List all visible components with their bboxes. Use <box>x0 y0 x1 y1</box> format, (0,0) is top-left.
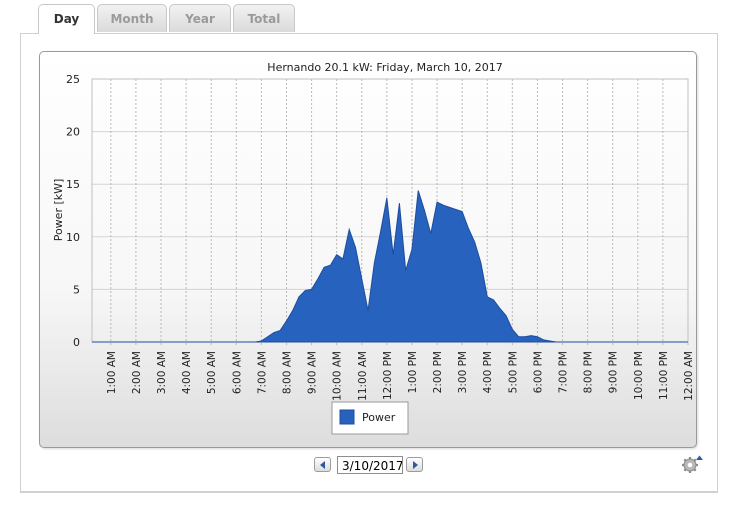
power-chart: Hernando 20.1 kW: Friday, March 10, 2017… <box>52 61 695 435</box>
x-tick-label: 9:00 PM <box>608 351 620 393</box>
x-tick-label: 8:00 AM <box>281 351 293 394</box>
x-tick-label: 5:00 PM <box>507 351 519 393</box>
legend: Power <box>331 401 409 435</box>
x-tick-label: 12:00 PM <box>382 351 394 400</box>
x-tick-label: 10:00 AM <box>332 351 344 401</box>
tab-total[interactable]: Total <box>233 4 295 32</box>
y-tick-label: 0 <box>73 336 80 349</box>
y-axis-label: Power [kW] <box>52 179 65 242</box>
x-tick-label: 3:00 AM <box>156 351 168 394</box>
x-tick-label: 2:00 AM <box>131 351 143 394</box>
x-tick-label: 11:00 PM <box>658 351 670 400</box>
x-tick-label: 5:00 AM <box>206 351 218 394</box>
x-tick-label: 7:00 AM <box>256 351 268 394</box>
x-tick-label: 2:00 PM <box>432 351 444 393</box>
arrow-left-icon <box>320 461 325 469</box>
x-tick-label: 1:00 PM <box>407 351 419 393</box>
tab-month[interactable]: Month <box>97 4 167 32</box>
y-tick-label: 10 <box>66 231 80 244</box>
x-tick-label: 3:00 PM <box>457 351 469 393</box>
x-tick-label: 4:00 AM <box>181 351 193 394</box>
gear-icon <box>682 455 703 473</box>
x-axis-ticks: 1:00 AM 2:00 AM 3:00 AM 4:00 AM 5:00 AM 6:00 … <box>106 351 695 401</box>
x-tick-label: 1:00 AM <box>106 351 118 394</box>
y-tick-label: 5 <box>73 283 80 296</box>
x-tick-label: 12:00 AM <box>683 351 695 401</box>
x-tick-label: 11:00 AM <box>357 351 369 401</box>
legend-label-power: Power <box>362 411 396 424</box>
chart-title: Hernando 20.1 kW: Friday, March 10, 2017 <box>267 61 502 74</box>
power-area <box>92 190 688 343</box>
x-tick-label: 7:00 PM <box>558 351 570 393</box>
settings-button[interactable] <box>681 454 703 474</box>
tab-year[interactable]: Year <box>169 4 231 32</box>
y-tick-label: 20 <box>66 126 80 139</box>
y-axis-ticks: 0 5 10 15 20 25 <box>66 73 80 349</box>
x-tick-label: 9:00 AM <box>307 351 319 394</box>
legend-swatch <box>339 409 355 425</box>
previous-day-button[interactable] <box>314 457 331 472</box>
x-tick-label: 10:00 PM <box>633 351 645 400</box>
x-tick-label: 6:00 PM <box>532 351 544 393</box>
date-input[interactable] <box>337 456 403 474</box>
x-tick-label: 6:00 AM <box>231 351 243 394</box>
y-tick-label: 25 <box>66 73 80 86</box>
x-tick-label: 8:00 PM <box>583 351 595 393</box>
y-tick-label: 15 <box>66 178 80 191</box>
arrow-right-icon <box>413 461 418 469</box>
chart-container: Hernando 20.1 kW: Friday, March 10, 2017… <box>39 51 697 448</box>
x-tick-label: 4:00 PM <box>482 351 494 393</box>
next-day-button[interactable] <box>406 457 423 472</box>
tab-day[interactable]: Day <box>38 4 95 34</box>
